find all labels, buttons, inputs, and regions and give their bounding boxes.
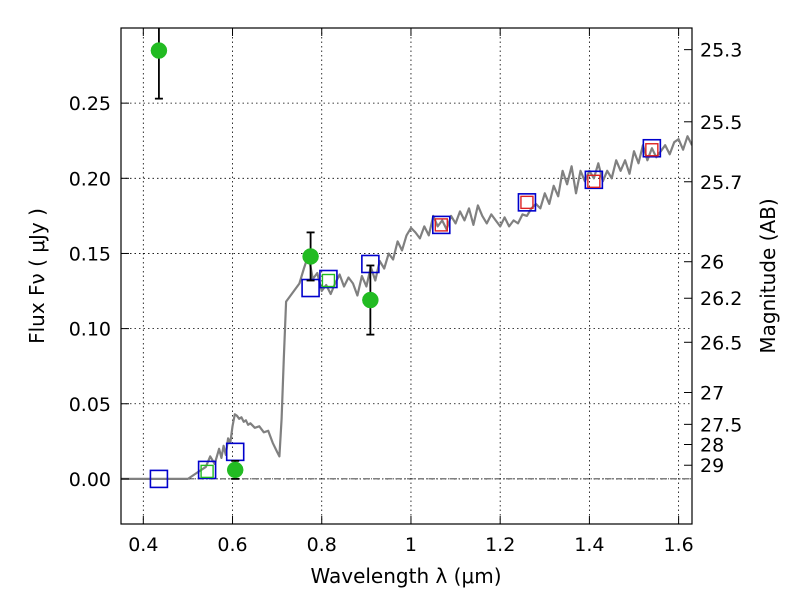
band-photometry-marker xyxy=(200,464,214,479)
magnitude-tick-label: 27.5 xyxy=(700,414,742,436)
spectrum-line xyxy=(121,135,692,480)
plot-frame xyxy=(120,27,693,525)
observed-photometry-point xyxy=(362,291,379,309)
plot-area: 0.4 0.6 0.8 1 1.2 1.4 1.6 0.00 0.05 0.10 0.15 0.20 0… xyxy=(69,27,742,556)
x-tick-label: 1.4 xyxy=(574,534,604,556)
magnitude-tick-label: 25.5 xyxy=(700,112,742,134)
model-photometry-marker xyxy=(431,215,451,235)
magnitude-tick-label: 27 xyxy=(700,382,724,404)
model-photometry-marker xyxy=(584,170,604,190)
x-tick-label: 1.2 xyxy=(485,534,515,556)
magnitude-tick-label: 26 xyxy=(700,252,724,274)
magnitude-tick-label: 26.2 xyxy=(700,288,742,310)
y-tick-label: 0.15 xyxy=(69,243,111,265)
band-photometry-marker xyxy=(645,143,659,157)
observed-photometry-point xyxy=(150,42,168,59)
x-tick-label: 1.6 xyxy=(664,534,694,556)
y-tick-label: 0.20 xyxy=(69,168,111,190)
y-tick-label: 0.05 xyxy=(69,394,111,416)
y-tick-label: 0.10 xyxy=(69,319,111,341)
observed-photometry-point xyxy=(302,248,319,265)
model-photometry-marker xyxy=(301,278,320,298)
y-tick-label: 0.25 xyxy=(69,93,111,115)
y-tick-label: 0.00 xyxy=(69,469,111,491)
x-tick-label: 1 xyxy=(405,534,417,556)
x-tick-label: 0.4 xyxy=(128,534,158,556)
magnitude-tick-label: 26.5 xyxy=(700,332,742,354)
model-photometry-marker xyxy=(197,460,217,480)
band-photometry-marker xyxy=(434,218,448,232)
magnitude-tick-label: 25.7 xyxy=(700,172,742,194)
magnitude-tick-label: 29 xyxy=(700,455,724,477)
model-photometry-marker xyxy=(149,469,169,489)
magnitude-tick-label: 28 xyxy=(700,434,724,456)
observed-photometry-point xyxy=(226,461,244,479)
magnitude-tick-label: 25.3 xyxy=(700,40,742,62)
x-tick-label: 0.6 xyxy=(217,534,247,556)
model-photometry-marker xyxy=(642,138,662,158)
x-axis-label: Wavelength λ (μm) xyxy=(310,564,501,588)
data-layer xyxy=(121,28,692,489)
y-axis-label-left: Flux Fν ( μJy ) xyxy=(25,208,49,344)
x-tick-label: 0.8 xyxy=(307,534,337,556)
model-photometry-marker xyxy=(225,442,245,462)
model-photometry-marker xyxy=(517,193,537,212)
band-photometry-marker xyxy=(321,273,336,288)
band-photometry-marker xyxy=(587,174,601,189)
y-axis-label-right: Magnitude (AB) xyxy=(756,198,780,353)
band-photometry-marker xyxy=(520,195,534,210)
model-photometry-marker xyxy=(319,269,338,289)
